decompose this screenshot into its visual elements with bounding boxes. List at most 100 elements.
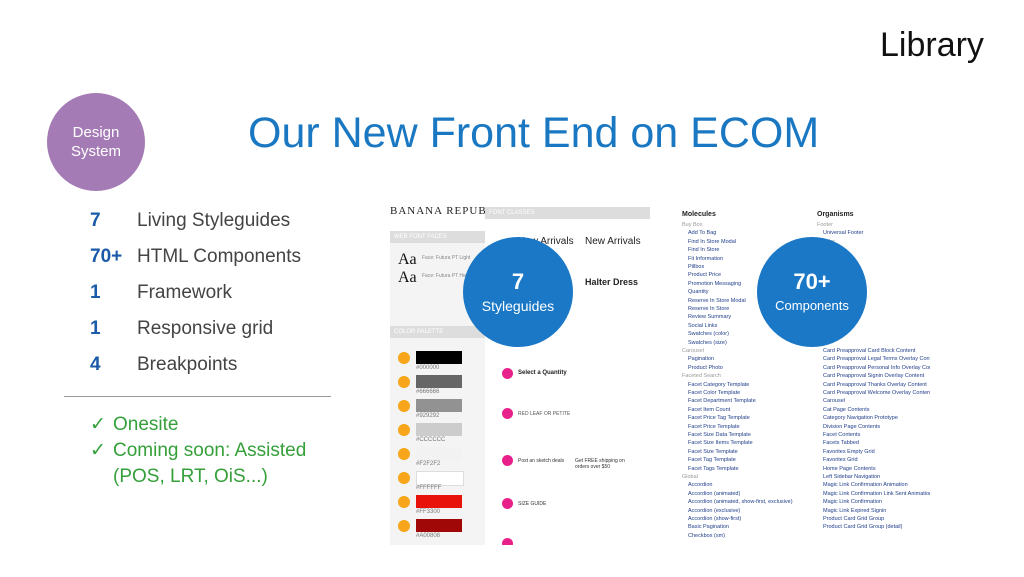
stat-label: Responsive grid	[137, 318, 274, 339]
stat-number: 1	[90, 282, 101, 303]
component-link[interactable]: Facet Size Items Template	[688, 440, 753, 447]
component-link[interactable]: Card Preapproval Card Block Content	[823, 348, 916, 354]
check-item: ✓ Onesite	[90, 412, 350, 438]
font-face-light: Face: Futura PT Light	[422, 255, 471, 261]
component-link[interactable]: Carousel	[823, 398, 846, 405]
component-link[interactable]: Fit Information	[688, 255, 724, 262]
component-link[interactable]: Carousel	[682, 348, 705, 354]
tag-dot	[502, 498, 513, 509]
component-link[interactable]: Facet Tag Template	[688, 457, 736, 464]
component-link[interactable]: Accordion (animated, show-first, exclusi…	[688, 499, 793, 506]
component-link[interactable]: Card Preapproval Legal Terms Overlay Con…	[823, 356, 930, 363]
brand-logo: BANANA REPUBLIC	[390, 205, 508, 217]
component-link[interactable]: Magic Link Expired Signin	[823, 507, 887, 514]
component-link[interactable]: Buy Box	[682, 222, 703, 228]
new-arrivals-sample: New Arrivals	[518, 236, 574, 247]
component-link[interactable]: Product Photo	[688, 364, 723, 371]
component-link[interactable]: Facet Contents	[823, 432, 861, 438]
free-shipping-sample: Get FREE shipping on orders over $50	[575, 458, 625, 470]
component-link[interactable]: Card Preapproval Thanks Overlay Content	[823, 381, 927, 388]
check-text: Coming soon: Assisted	[113, 440, 307, 461]
component-link[interactable]: Accordion (animated)	[688, 490, 741, 497]
callout-label: Components	[775, 298, 849, 313]
halter-dress-sample: Halter Dress	[585, 277, 639, 287]
component-link[interactable]: Reserve In Store	[688, 306, 730, 312]
component-link[interactable]: Checkbox (sm)	[688, 532, 725, 539]
component-link[interactable]: Find In Store	[688, 247, 720, 254]
check-text: Onesite	[113, 414, 179, 435]
check-icon: ✓	[90, 440, 106, 461]
swatch-hex-label: #CCCCCC	[416, 437, 446, 443]
component-link[interactable]: Favorites Empty Grid	[823, 448, 875, 455]
divider	[64, 396, 331, 397]
component-link[interactable]: Basic Pagination	[688, 524, 729, 531]
component-link[interactable]: Facet Department Template	[688, 398, 756, 405]
component-link[interactable]: Facet Category Template	[688, 381, 750, 388]
component-link[interactable]: Product Card Grid Group	[823, 516, 885, 522]
component-link[interactable]: Facet Item Count	[688, 406, 731, 413]
component-link[interactable]: Accordion (show-first)	[688, 516, 742, 522]
color-swatch	[416, 519, 462, 532]
component-link[interactable]: Favorites Grid	[823, 457, 858, 464]
component-link[interactable]: Magic Link Confirmation	[823, 499, 882, 506]
select-quantity-sample: Select a Quantity	[518, 370, 567, 376]
component-link[interactable]: Review Summary	[688, 314, 732, 321]
badge-line-1: Design	[72, 124, 120, 141]
component-link[interactable]: Facet Size Data Template	[688, 432, 751, 438]
component-link[interactable]: Swatches (color)	[688, 331, 729, 338]
component-link[interactable]: Promotion Messaging	[688, 280, 742, 287]
component-link[interactable]: Accordion (exclusive)	[688, 507, 741, 514]
component-link[interactable]: Accordion	[688, 482, 713, 489]
stat-number: 70+	[90, 246, 123, 267]
component-link[interactable]: Find In Store Modal	[688, 238, 736, 245]
check-item: (POS, LRT, OiS...)	[90, 464, 350, 490]
component-link[interactable]: Magic Link Confirmation Animation	[823, 482, 908, 489]
component-link[interactable]: Universal Footer	[823, 230, 864, 237]
red-leaf-sample: RED LEAF OR PETITE	[518, 411, 571, 417]
component-link[interactable]: Swatches (size)	[688, 339, 727, 346]
component-link[interactable]: Pagination	[688, 356, 714, 363]
component-link[interactable]: Product Price	[688, 272, 722, 279]
component-link[interactable]: Product Card Grid Group (detail)	[823, 524, 903, 531]
component-link[interactable]: Card Preapproval Welcome Overlay Content	[823, 390, 930, 396]
component-link[interactable]: Faceted Search	[682, 373, 721, 380]
swatch-hex-label: #F2F2F2	[416, 461, 441, 467]
component-link[interactable]: Facet Price Tag Template	[688, 415, 750, 422]
component-link[interactable]: Card Preapproval Personal Info Overlay C…	[823, 364, 930, 371]
component-link[interactable]: Facet Color Template	[688, 390, 741, 396]
component-link[interactable]: Facet Tags Template	[688, 465, 739, 472]
component-link[interactable]: Pillbox	[688, 264, 705, 270]
color-swatch	[416, 399, 462, 412]
color-palette-header: COLOR PALETTE	[390, 326, 485, 338]
color-swatch	[416, 471, 464, 486]
component-link[interactable]: Facet Size Template	[688, 448, 738, 455]
organisms-heading: Organisms	[817, 211, 854, 218]
component-link[interactable]: Quantity	[688, 289, 709, 296]
component-link[interactable]: Facet Price Template	[688, 423, 740, 430]
component-link[interactable]: Cat Page Contents	[823, 406, 870, 413]
component-link[interactable]: Reserve In Store Modal	[688, 297, 746, 304]
component-link[interactable]: Category Navigation Prototype	[823, 415, 898, 422]
component-link[interactable]: Left Sidebar Navigation	[823, 474, 881, 480]
component-link[interactable]: Global	[682, 474, 698, 480]
swatch-tag-dot	[398, 400, 410, 412]
component-link[interactable]: Footer	[817, 222, 833, 228]
design-system-badge: Design System	[47, 93, 145, 191]
swatch-tag-dot	[398, 496, 410, 508]
molecules-heading: Molecules	[682, 211, 716, 218]
component-link[interactable]: Add To Bag	[688, 230, 717, 237]
component-link[interactable]: Magic Link Confirmation Link Sent Animat…	[823, 490, 930, 497]
component-link[interactable]: Division Page Contents	[823, 423, 881, 430]
check-icon	[90, 464, 113, 490]
check-item: ✓ Coming soon: Assisted	[90, 438, 350, 464]
component-link[interactable]: Card Preapproval Signin Overlay Content	[823, 373, 925, 380]
font-face-heavy: Face: Futura PT Heavy	[422, 273, 474, 279]
stat-number: 7	[90, 210, 101, 231]
component-link[interactable]: Facets Tabbed	[823, 440, 859, 447]
components-callout: 70+ Components	[757, 237, 867, 347]
swatch-tag-dot	[398, 472, 410, 484]
size-guide-sample: SIZE GUIDE	[518, 501, 547, 507]
component-link[interactable]: Social Links	[688, 322, 718, 329]
section-label: Library	[880, 26, 984, 64]
component-link[interactable]: Home Page Contents	[823, 465, 876, 472]
